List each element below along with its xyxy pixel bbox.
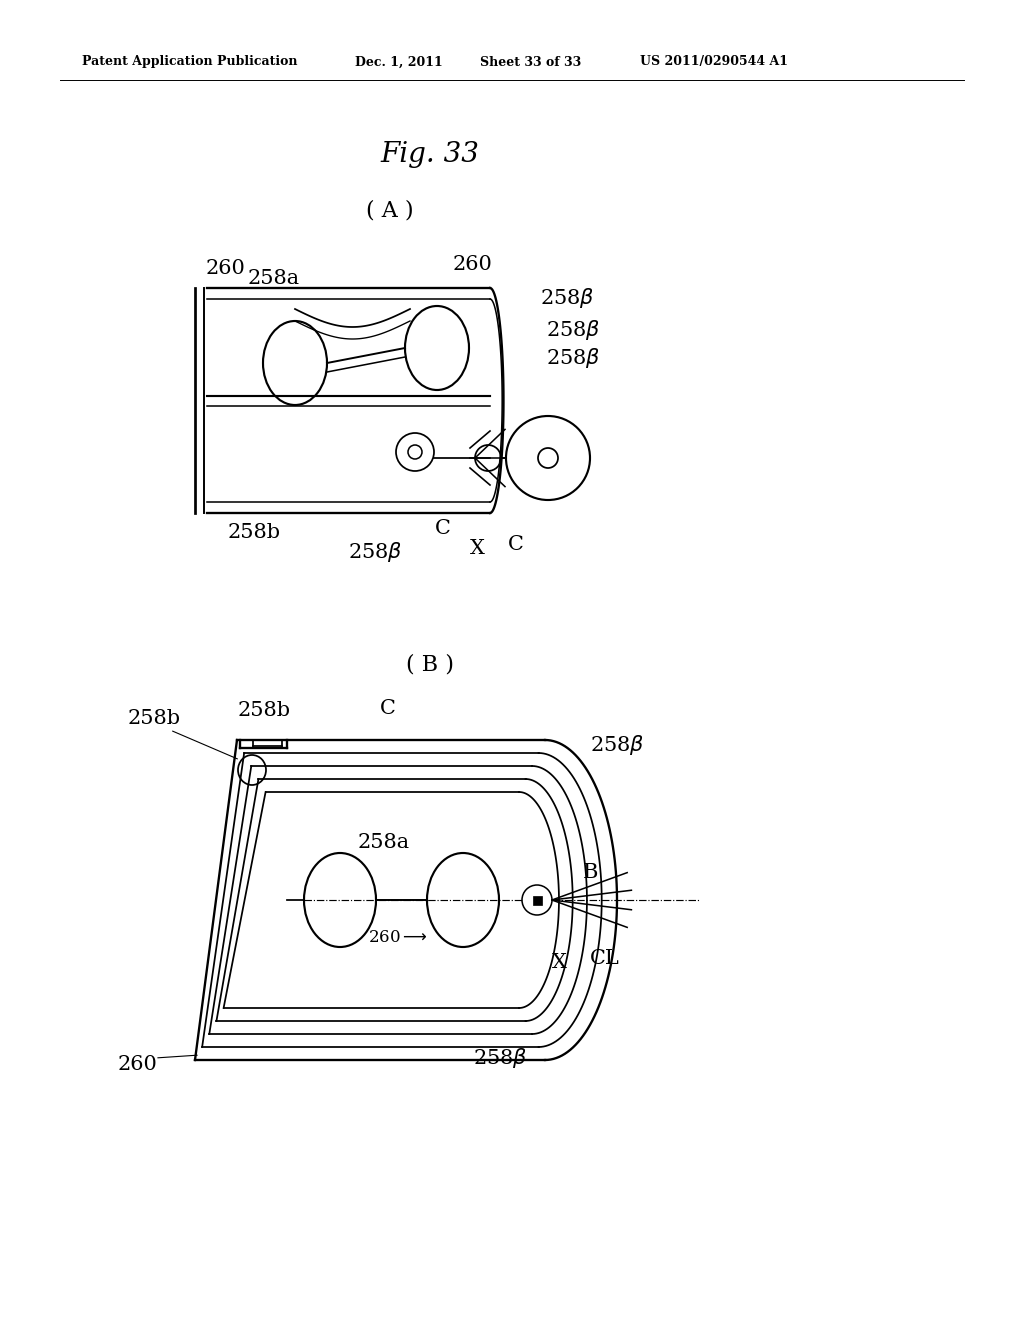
Text: Patent Application Publication: Patent Application Publication — [82, 55, 298, 69]
Text: 258a: 258a — [358, 833, 411, 853]
Text: 260: 260 — [453, 256, 493, 275]
Text: C: C — [435, 519, 451, 537]
Text: 258$\beta$: 258$\beta$ — [590, 733, 644, 756]
Text: X: X — [470, 539, 485, 557]
Text: 258a: 258a — [248, 268, 300, 288]
Text: 260: 260 — [206, 259, 246, 277]
Text: Sheet 33 of 33: Sheet 33 of 33 — [480, 55, 582, 69]
Text: 258b: 258b — [238, 701, 291, 719]
Text: 258$\beta$: 258$\beta$ — [540, 286, 595, 310]
Text: C: C — [508, 536, 524, 554]
Text: Dec. 1, 2011: Dec. 1, 2011 — [355, 55, 442, 69]
Text: US 2011/0290544 A1: US 2011/0290544 A1 — [640, 55, 788, 69]
Text: X: X — [552, 953, 567, 973]
Text: ( B ): ( B ) — [406, 653, 454, 676]
Text: ( A ): ( A ) — [367, 199, 414, 220]
Text: 258$\beta$: 258$\beta$ — [546, 318, 600, 342]
Text: C: C — [380, 698, 396, 718]
Text: 260$\longrightarrow$: 260$\longrightarrow$ — [368, 929, 428, 946]
Text: 258b: 258b — [228, 524, 281, 543]
Bar — [534, 896, 542, 906]
Text: B: B — [583, 862, 598, 882]
Text: 258$\beta$: 258$\beta$ — [546, 346, 600, 370]
Text: 258b: 258b — [128, 709, 181, 727]
Text: CL: CL — [590, 949, 620, 968]
Text: 258$\beta$: 258$\beta$ — [473, 1045, 527, 1071]
Text: Fig. 33: Fig. 33 — [381, 141, 479, 169]
Text: 260: 260 — [118, 1056, 158, 1074]
Text: 258$\beta$: 258$\beta$ — [348, 540, 402, 564]
